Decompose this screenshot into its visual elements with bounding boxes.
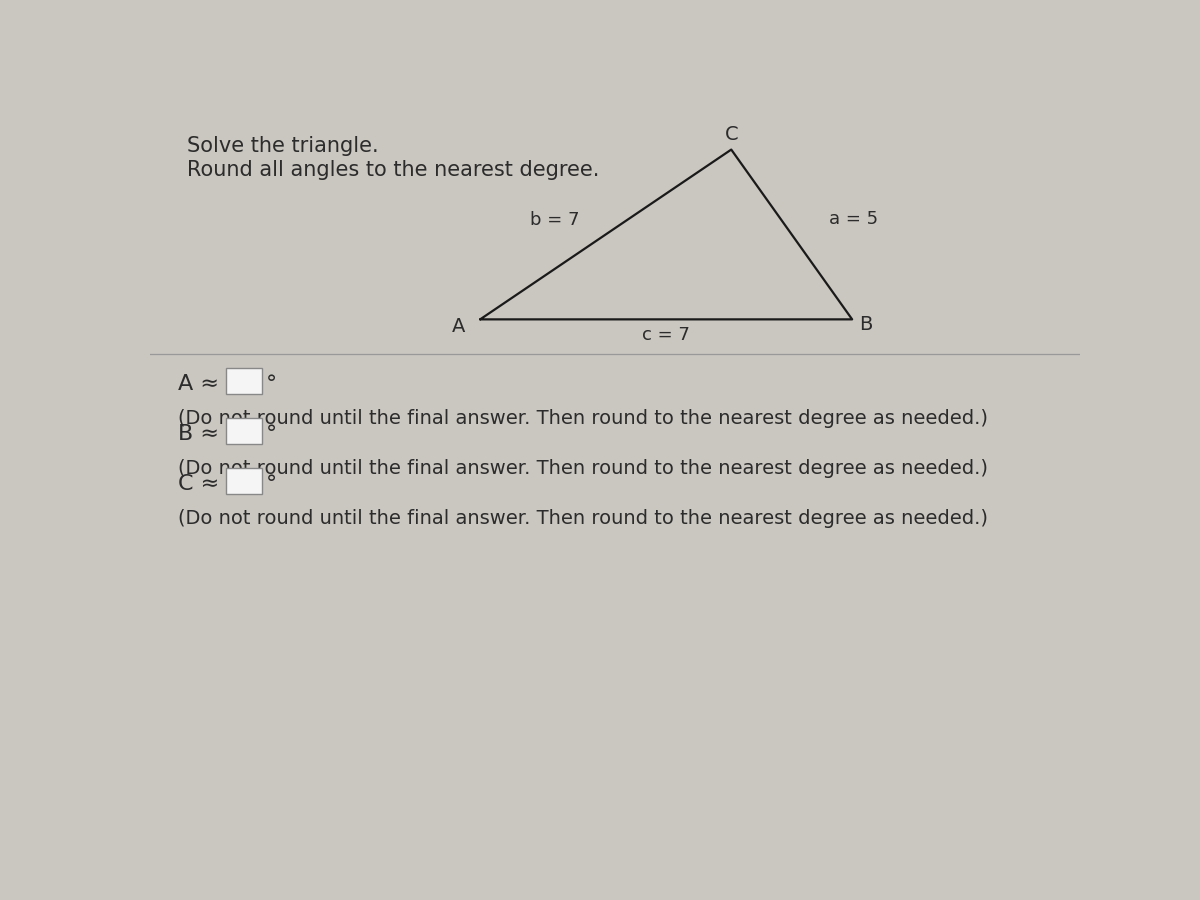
Text: B ≈: B ≈ bbox=[178, 424, 218, 444]
Text: b = 7: b = 7 bbox=[530, 212, 580, 230]
Text: C ≈: C ≈ bbox=[178, 473, 220, 493]
Text: c = 7: c = 7 bbox=[642, 327, 690, 345]
Text: A: A bbox=[452, 317, 466, 336]
Text: °: ° bbox=[266, 424, 277, 444]
Text: (Do not round until the final answer. Then round to the nearest degree as needed: (Do not round until the final answer. Th… bbox=[178, 409, 988, 428]
Text: A ≈: A ≈ bbox=[178, 374, 218, 394]
Text: C: C bbox=[725, 125, 739, 144]
FancyBboxPatch shape bbox=[227, 468, 262, 494]
Text: Round all angles to the nearest degree.: Round all angles to the nearest degree. bbox=[187, 160, 600, 180]
Text: B: B bbox=[859, 315, 872, 334]
FancyBboxPatch shape bbox=[227, 368, 262, 394]
Text: °: ° bbox=[266, 473, 277, 493]
Text: a = 5: a = 5 bbox=[829, 210, 878, 228]
Text: °: ° bbox=[266, 374, 277, 394]
FancyBboxPatch shape bbox=[227, 418, 262, 444]
Text: (Do not round until the final answer. Then round to the nearest degree as needed: (Do not round until the final answer. Th… bbox=[178, 508, 988, 527]
Text: (Do not round until the final answer. Then round to the nearest degree as needed: (Do not round until the final answer. Th… bbox=[178, 459, 988, 478]
Text: Solve the triangle.: Solve the triangle. bbox=[187, 136, 379, 156]
